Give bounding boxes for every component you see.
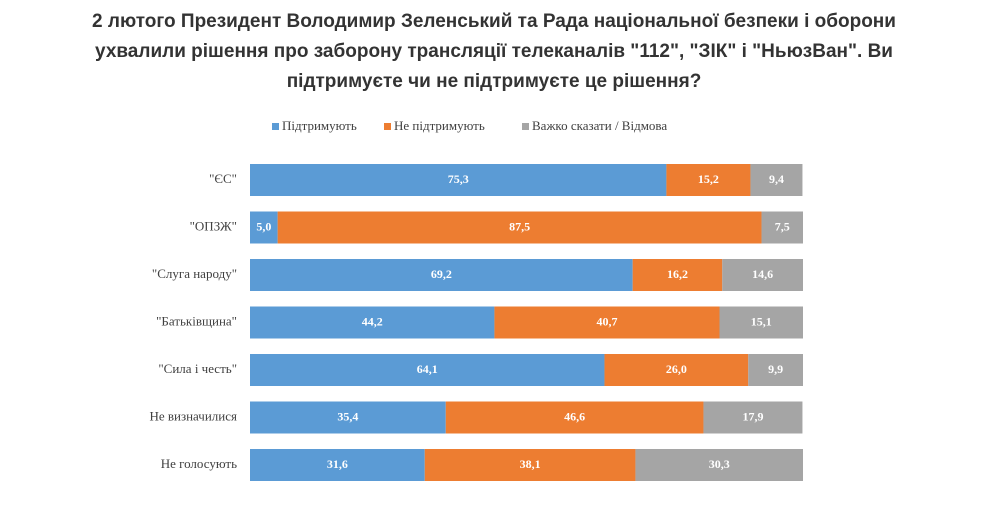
legend-label: Важко сказати / Відмова	[532, 118, 667, 133]
bar-segment	[722, 259, 803, 291]
value-label: 17,9	[742, 409, 763, 423]
bar-segment	[250, 401, 446, 434]
y-tick-label: "Слуга народу"	[152, 266, 237, 281]
value-label: 15,1	[751, 314, 772, 328]
value-label: 31,6	[327, 457, 348, 471]
bar-segment	[250, 211, 278, 244]
bar-segment	[445, 401, 704, 434]
y-tick-label: "ЄС"	[209, 171, 237, 186]
y-tick-label: "Батьківщина"	[156, 313, 237, 328]
bar-segment	[719, 306, 803, 339]
value-label: 26,0	[666, 362, 687, 376]
value-label: 46,6	[564, 409, 585, 423]
value-label: 44,2	[362, 314, 383, 328]
value-label: 30,3	[709, 457, 730, 471]
chart-title: ухвалили рішення про заборону трансляції…	[95, 41, 893, 62]
bar-segment	[277, 211, 762, 244]
legend-swatch	[384, 123, 391, 130]
value-label: 9,9	[768, 362, 783, 376]
y-tick-label: "Сила і честь"	[158, 361, 237, 376]
value-label: 69,2	[431, 267, 452, 281]
value-label: 7,5	[775, 219, 790, 233]
bar-segment	[750, 164, 803, 196]
legend-label: Не підтримують	[394, 118, 485, 133]
chart-title: 2 лютого Президент Володимир Зеленський …	[92, 11, 896, 32]
value-label: 64,1	[417, 362, 438, 376]
bar-segment	[250, 354, 605, 386]
bar-segment	[635, 449, 803, 481]
value-label: 38,1	[520, 457, 541, 471]
bar-segment	[761, 211, 803, 244]
value-label: 87,5	[509, 219, 530, 233]
bar-segment	[250, 306, 495, 339]
bar-segment	[632, 259, 723, 291]
bar-segment	[250, 449, 425, 481]
value-label: 5,0	[256, 219, 271, 233]
y-tick-label: "ОПЗЖ"	[190, 218, 237, 233]
y-tick-label: Не визначилися	[149, 408, 237, 423]
bar-segment	[250, 259, 633, 291]
value-label: 14,6	[752, 267, 773, 281]
bar-segment	[604, 354, 749, 386]
bar-segment	[703, 401, 803, 434]
value-label: 40,7	[596, 314, 617, 328]
legend-swatch	[272, 123, 279, 130]
legend-swatch	[522, 123, 529, 130]
value-label: 9,4	[769, 172, 784, 186]
bar-segment	[250, 164, 667, 196]
bar-segment	[494, 306, 720, 339]
value-label: 16,2	[667, 267, 688, 281]
chart-title: підтримуєте чи не підтримуєте це рішення…	[287, 71, 702, 92]
value-label: 75,3	[448, 172, 469, 186]
bar-segment	[424, 449, 636, 481]
legend-label: Підтримують	[282, 118, 357, 133]
value-label: 35,4	[337, 409, 358, 423]
y-tick-label: Не голосують	[161, 456, 237, 471]
bar-segment	[748, 354, 803, 386]
bar-segment	[666, 164, 751, 196]
value-label: 15,2	[698, 172, 719, 186]
